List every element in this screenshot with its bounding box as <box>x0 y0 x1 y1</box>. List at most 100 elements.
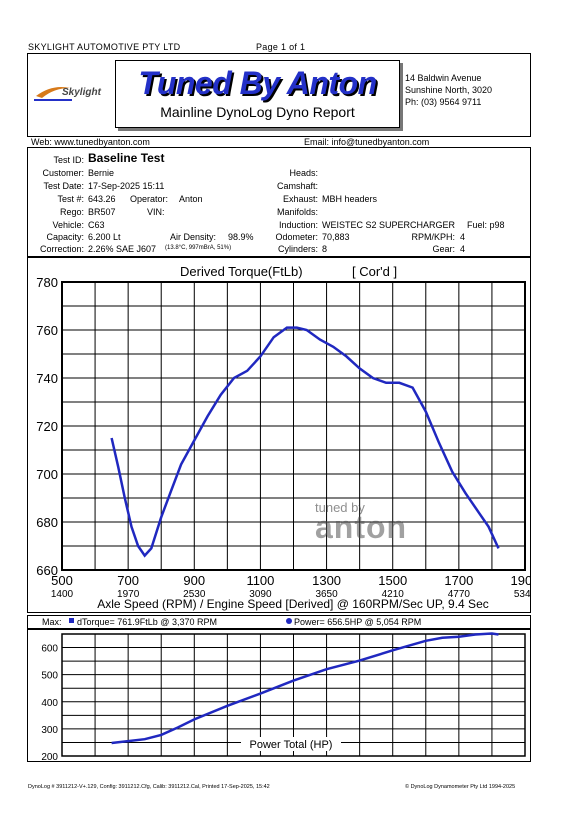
torque-y-tick-label: 720 <box>36 419 58 434</box>
vehicle-value: C63 <box>88 220 105 230</box>
camshaft-label: Camshaft: <box>276 181 318 191</box>
correction-note: (13.8°C, 997mBrA, 51%) <box>165 245 232 251</box>
page-number: Page 1 of 1 <box>256 42 306 52</box>
torque-y-tick-label: 660 <box>36 563 58 578</box>
capacity-label: Capacity: <box>46 232 84 242</box>
title-box: Tuned By Anton Mainline DynoLog Dyno Rep… <box>115 60 400 128</box>
power-y-ticks: 200 300 400 500 600 <box>41 644 58 762</box>
power-series-line <box>111 632 499 745</box>
exhaust-value: MBH headers <box>322 194 378 204</box>
max-line-frame <box>27 615 531 629</box>
operator-label: Operator: <box>130 194 169 204</box>
torque-chart-frame <box>27 257 531 613</box>
capacity-value: 6.200 Lt <box>88 232 121 242</box>
max-prefix: Max: <box>42 617 62 627</box>
correction-value: 2.26% SAE J607 <box>88 244 157 254</box>
power-y-tick-label: 400 <box>41 698 58 709</box>
header-frame <box>27 53 531 137</box>
torque-x2-tick-label: 1970 <box>117 589 140 600</box>
torque-series-line <box>110 326 500 558</box>
watermark: tuned by anton <box>315 500 407 545</box>
torque-x2-tick-label: 1400 <box>51 589 74 600</box>
test-id-value: Baseline Test <box>88 151 165 165</box>
torque-x-tick-label: 1100 <box>246 573 274 588</box>
vin-label: VIN: <box>147 207 165 217</box>
watermark-top: tuned by <box>315 500 365 515</box>
torque-x2-tick-label: 4210 <box>382 589 405 600</box>
torque-x-axis-label: Axle Speed (RPM) / Engine Speed [Derived… <box>97 597 489 611</box>
address-line-3: Ph: (03) 9564 9711 <box>405 97 482 107</box>
company-name: SKYLIGHT AUTOMOTIVE PTY LTD <box>28 42 181 52</box>
cylinders-value: 8 <box>322 244 328 254</box>
torque-y-tick-label: 740 <box>36 371 58 386</box>
torque-y-tick-label: 760 <box>36 323 58 338</box>
address-line-2: Sunshine North, 3020 <box>405 85 493 95</box>
customer-value: Bernie <box>88 168 115 178</box>
power-y-tick-label: 500 <box>41 671 58 682</box>
max-power: Power= 656.5HP @ 5,054 RPM <box>294 617 422 627</box>
test-date-value: 17-Sep-2025 15:11 <box>88 181 165 191</box>
torque-x2-tick-label: 4770 <box>448 589 471 600</box>
manifolds-label: Manifolds: <box>276 207 318 217</box>
footer-right: © DynoLog Dynamometer Pty Ltd 1994-2025 <box>405 784 516 790</box>
torque-x-tick-label: 1700 <box>444 573 473 588</box>
address-block: 14 Baldwin Avenue Sunshine North, 3020 P… <box>405 72 492 108</box>
footer-left: DynoLog # 3911212-V+.129, Config: 391121… <box>28 784 270 790</box>
gear-label: Gear: <box>432 244 455 254</box>
rpm-kph-value: 4 <box>460 232 466 242</box>
torque-chart: tuned by anton 660 680 700 720 740 760 780 500… <box>36 275 531 611</box>
torque-marker-square-icon <box>69 618 74 623</box>
power-y-tick-label: 600 <box>41 644 58 655</box>
torque-y-tick-label: 700 <box>36 467 58 482</box>
torque-x2-tick-label: 5340 <box>514 589 531 600</box>
power-y-tick-label: 300 <box>41 725 58 736</box>
email-address: Email: info@tunedbyanton.com <box>304 137 430 147</box>
rego-label: Rego: <box>59 207 84 217</box>
torque-y-tick-label: 780 <box>36 275 58 290</box>
induction-value: WEISTEC S2 SUPERCHARGER <box>322 220 456 230</box>
torque-chart-title: Derived Torque(FtLb) <box>180 264 303 279</box>
power-marker-dot-icon <box>286 618 292 624</box>
web-address: Web: www.tunedbyanton.com <box>31 137 150 147</box>
torque-y-ticks: 660 680 700 720 740 760 780 <box>36 275 58 578</box>
operator-value: Anton <box>179 194 203 204</box>
torque-x-tick-label: 1500 <box>378 573 407 588</box>
induction-label: Induction: <box>278 220 318 230</box>
test-number-label: Test #: <box>57 194 84 204</box>
report-subtitle: Mainline DynoLog Dyno Report <box>160 104 355 120</box>
heads-label: Heads: <box>289 168 318 178</box>
power-y-tick-label: 200 <box>41 752 58 762</box>
test-number-value: 643.26 <box>88 194 116 204</box>
torque-x2-tick-label: 3090 <box>249 589 272 600</box>
power-chart-label: Power Total (HP) <box>250 739 333 751</box>
address-line-1: 14 Baldwin Avenue <box>405 73 482 83</box>
watermark-bottom: anton <box>315 509 407 545</box>
torque-x2-ticks: 1400 1970 2530 3090 3650 4210 4770 5340 <box>51 589 531 600</box>
odometer-label: Odometer: <box>275 232 318 242</box>
brand-title: Tuned By Anton <box>138 65 377 101</box>
torque-x-tick-label: 900 <box>183 573 205 588</box>
info-frame <box>27 147 531 257</box>
torque-x-tick-label: 500 <box>51 573 73 588</box>
torque-x-tick-label: 1900 <box>511 573 531 588</box>
torque-x-tick-label: 1300 <box>312 573 341 588</box>
torque-x2-tick-label: 2530 <box>183 589 206 600</box>
exhaust-label: Exhaust: <box>282 194 318 204</box>
torque-chart-corrected: [ Cor'd ] <box>352 264 398 279</box>
vehicle-label: Vehicle: <box>52 220 84 230</box>
torque-y-tick-label: 680 <box>36 515 58 530</box>
test-date-label: Test Date: <box>43 181 84 191</box>
power-grid <box>61 633 526 757</box>
torque-x-ticks: 500 700 900 1100 1300 1500 1700 1900 <box>51 573 531 588</box>
power-label-bg <box>241 737 341 751</box>
rpm-kph-label: RPM/KPH: <box>411 232 455 242</box>
customer-label: Customer: <box>42 168 84 178</box>
test-id-label: Test ID: <box>53 155 84 165</box>
correction-label: Correction: <box>39 244 84 254</box>
torque-x2-tick-label: 3650 <box>315 589 338 600</box>
rego-value: BR507 <box>88 207 116 217</box>
torque-x-tick-label: 700 <box>117 573 139 588</box>
max-torque: dTorque= 761.9FtLb @ 3,370 RPM <box>77 617 217 627</box>
gear-value: 4 <box>460 244 466 254</box>
